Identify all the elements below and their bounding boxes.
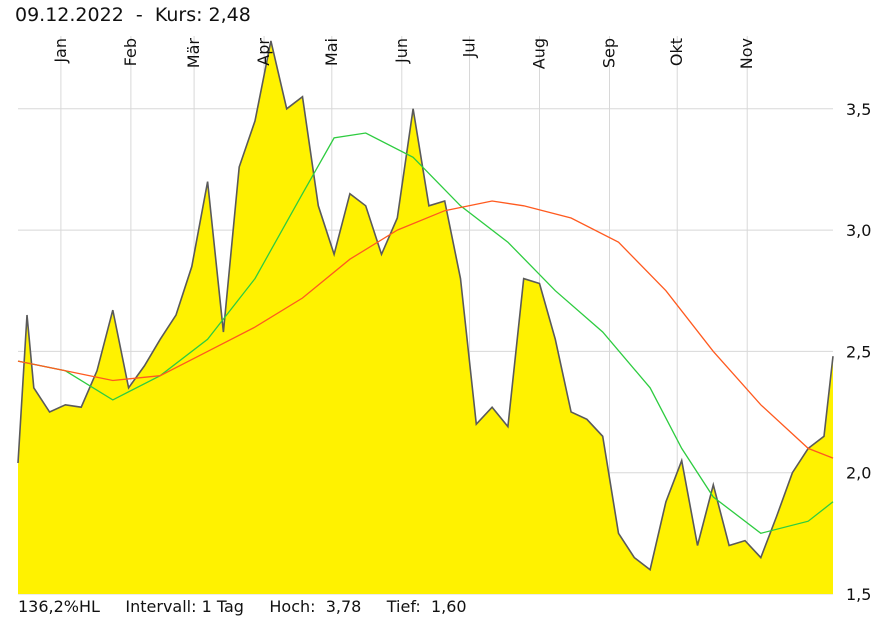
month-label: Nov bbox=[737, 38, 756, 69]
month-label: Sep bbox=[599, 38, 618, 68]
price-area-fill bbox=[18, 40, 833, 594]
month-label: Mai bbox=[322, 38, 341, 66]
month-label: Mär bbox=[184, 38, 203, 69]
high-label: Hoch: 3,78 bbox=[269, 597, 362, 616]
price-line bbox=[17, 40, 834, 572]
y-tick-label: 2,0 bbox=[846, 464, 871, 483]
y-tick-label: 2,5 bbox=[846, 342, 871, 361]
month-label: Feb bbox=[121, 38, 140, 66]
chart-header: 09.12.2022 - Kurs: 2,48 bbox=[15, 4, 251, 26]
month-label: Jan bbox=[51, 38, 70, 64]
low-label: Tief: 1,60 bbox=[386, 597, 467, 616]
header-separator: - bbox=[135, 4, 143, 26]
y-tick-label: 3,5 bbox=[846, 100, 871, 119]
quote-date: 09.12.2022 bbox=[15, 4, 124, 26]
y-tick-label: 1,5 bbox=[846, 585, 871, 604]
price-area bbox=[18, 40, 833, 594]
month-label: Aug bbox=[530, 38, 549, 69]
month-label: Apr bbox=[254, 38, 273, 66]
month-label: Jun bbox=[392, 38, 411, 64]
interval-label: Intervall: 1 Tag bbox=[125, 597, 244, 616]
price-label: Kurs: 2,48 bbox=[154, 4, 251, 26]
month-label: Okt bbox=[667, 38, 686, 66]
month-label: Jul bbox=[460, 38, 479, 58]
moving-average-short-line bbox=[17, 132, 834, 535]
chart-footer: 136,2%HL Intervall: 1 Tag Hoch: 3,78 Tie… bbox=[18, 597, 467, 616]
hl-value: 136,2%HL bbox=[18, 597, 100, 616]
moving-average-long-line bbox=[17, 200, 834, 459]
axis-ticks: 1,5 2,0 2,5 3,0 3,5 Jan Feb Mär Apr Mai Jun Jul Aug S… bbox=[51, 38, 872, 604]
y-tick-label: 3,0 bbox=[846, 221, 871, 240]
series-lines bbox=[17, 40, 834, 572]
